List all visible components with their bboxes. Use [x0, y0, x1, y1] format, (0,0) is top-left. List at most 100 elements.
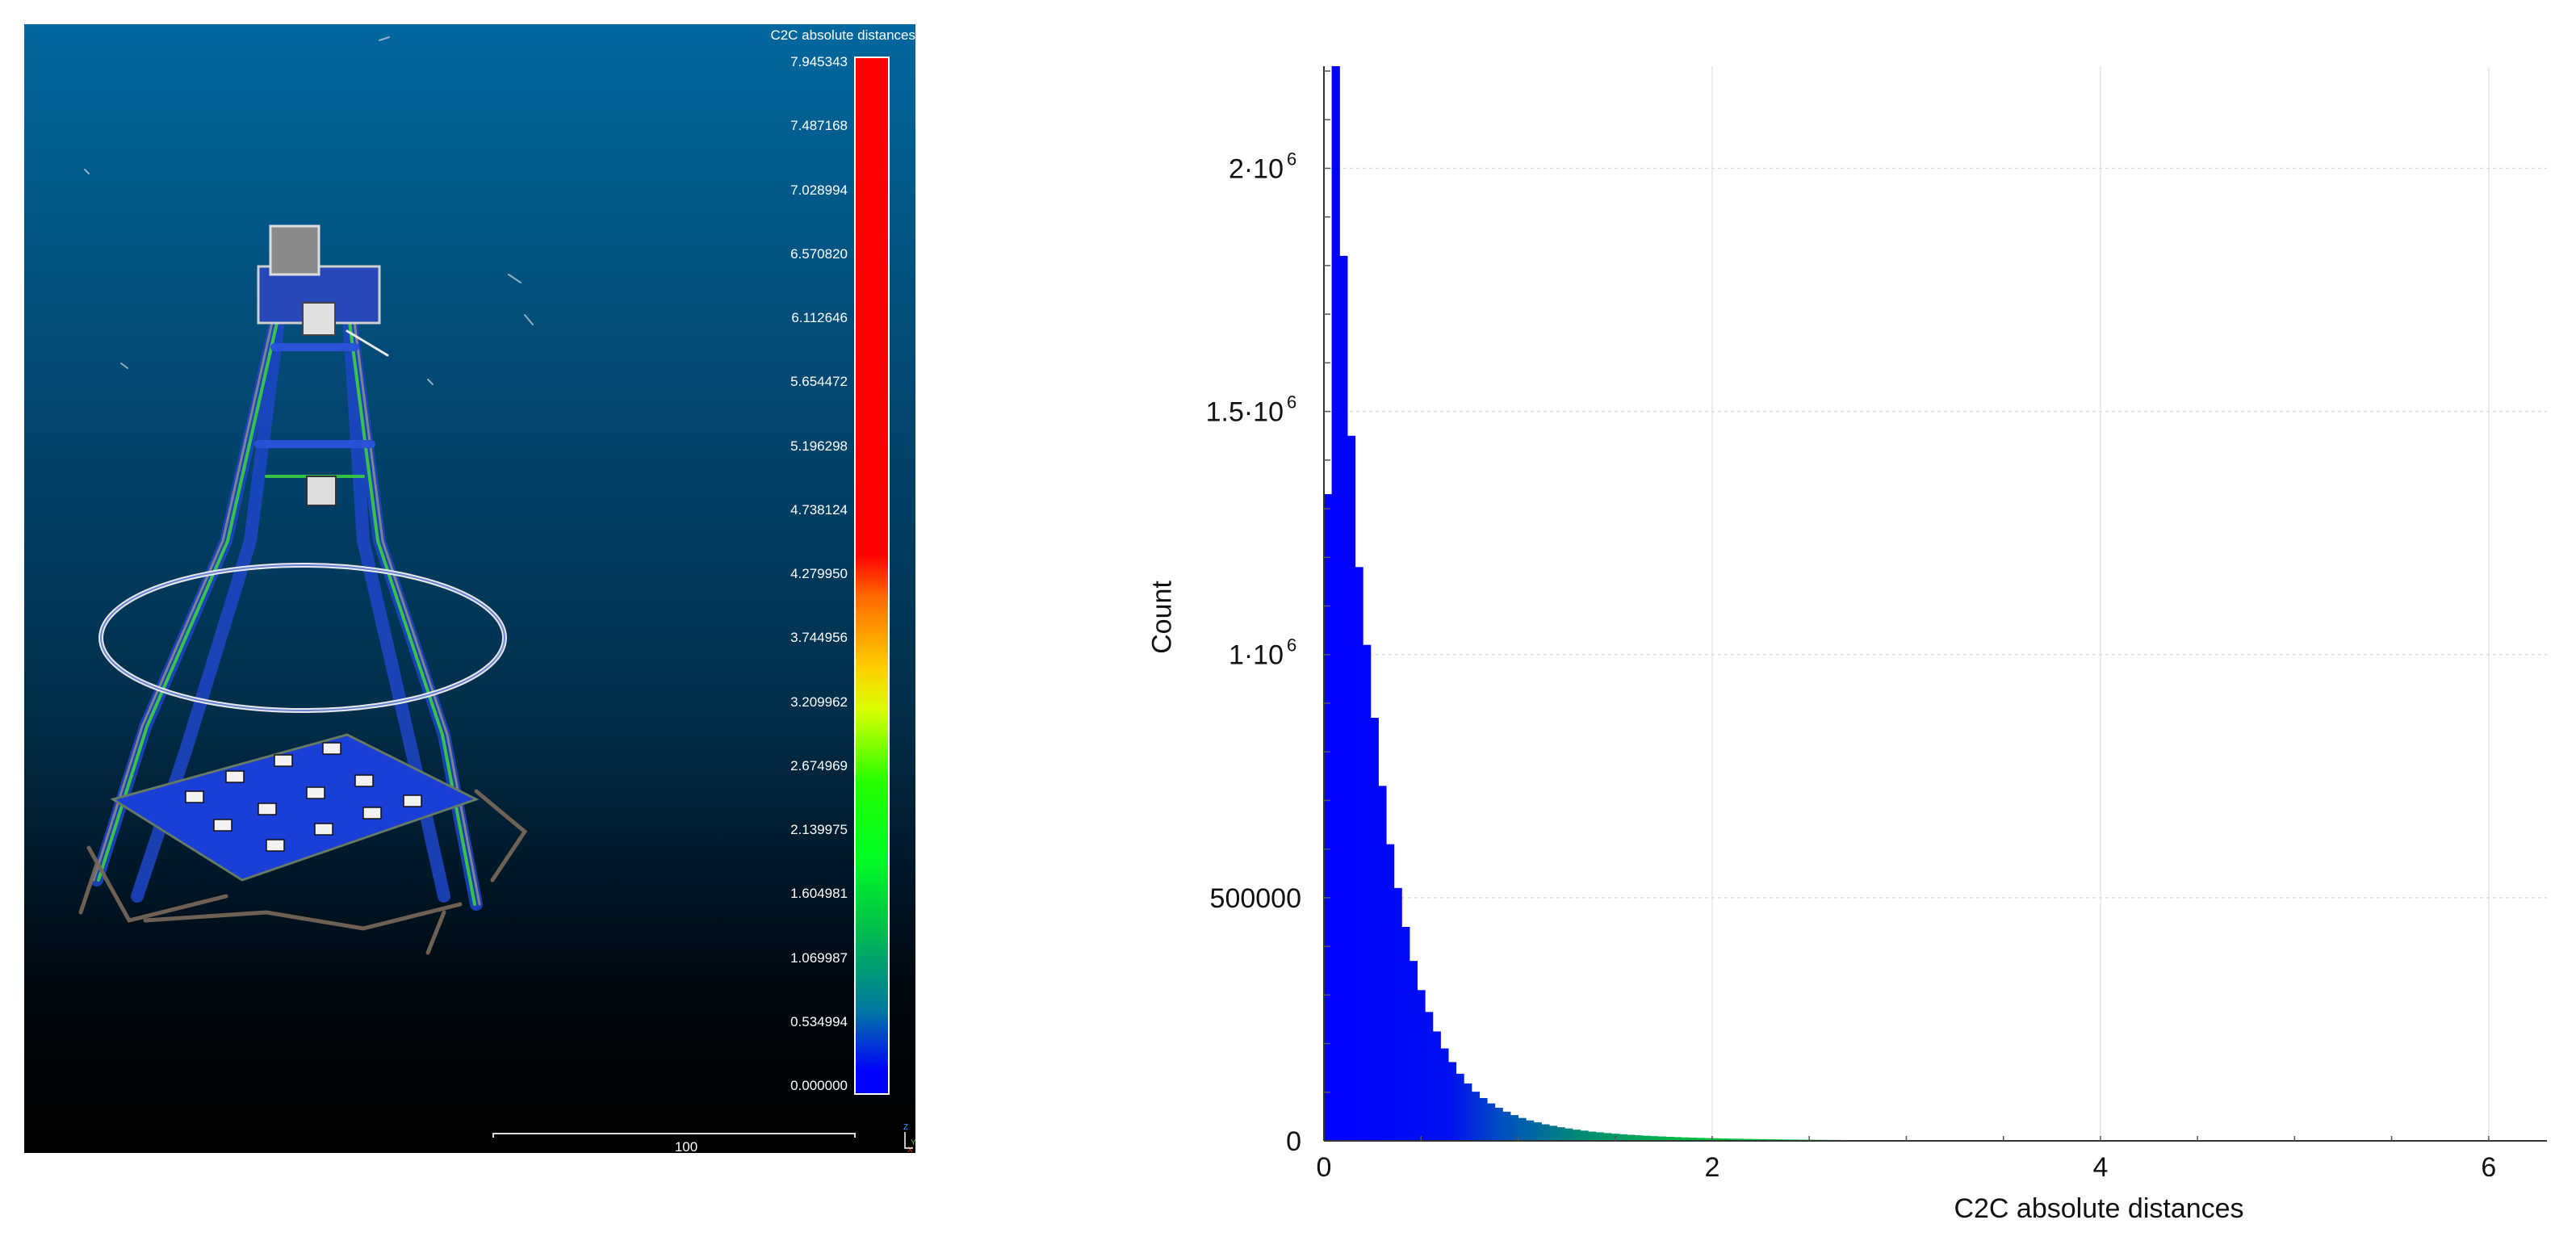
histogram-bar: [1735, 1138, 1745, 1141]
y-axis-label: Count: [1146, 581, 1178, 654]
y-tick-exponent: 6: [1287, 392, 1296, 413]
color-scale-tick-label: 5.196298: [790, 438, 848, 454]
histogram-bar: [1339, 255, 1348, 1142]
histogram-bar: [1619, 1134, 1627, 1141]
histogram-bar: [1447, 1062, 1457, 1141]
y-tick-label: 0: [1286, 1126, 1301, 1157]
histogram-bar: [1588, 1131, 1597, 1141]
histogram-bar: [1595, 1132, 1604, 1141]
histogram-bar: [1541, 1124, 1550, 1141]
histogram-bar: [1711, 1138, 1721, 1141]
grid-lines: [1324, 66, 2547, 1141]
histogram-bar: [1440, 1048, 1449, 1141]
histogram-bars: [1324, 66, 2576, 1142]
histogram-bar: [1556, 1127, 1565, 1141]
histogram-bar: [1510, 1115, 1519, 1141]
axis-z-label: Z: [903, 1123, 908, 1132]
color-scale-tick-label: 7.028994: [790, 182, 848, 198]
3d-viewer[interactable]: C2C absolute distances 7.945343 7.487168 7…: [24, 24, 915, 1153]
histogram-bar: [1627, 1134, 1636, 1141]
histogram-bar: [1370, 718, 1379, 1141]
histogram-bar: [1464, 1083, 1472, 1141]
histogram-bar: [1347, 435, 1356, 1141]
color-scale-tick-label: 6.570820: [790, 245, 848, 262]
histogram-bar: [1681, 1137, 1690, 1141]
axes: [1323, 66, 2547, 1142]
point-cloud-view[interactable]: [24, 24, 915, 1153]
histogram-bar: [1758, 1138, 1767, 1141]
histogram-bar: [1603, 1133, 1612, 1141]
histogram-bar: [1494, 1108, 1503, 1141]
color-scale-tick-label: 5.654472: [790, 374, 848, 390]
point-cloud-structure: [78, 36, 534, 955]
color-scale-tick-label: 7.487168: [790, 118, 848, 134]
histogram-bar: [1657, 1136, 1666, 1141]
histogram-bar: [1533, 1122, 1542, 1141]
y-tick-label: 1.5·10: [1206, 397, 1284, 428]
histogram-bar: [1743, 1138, 1752, 1141]
histogram-bar: [1425, 1012, 1434, 1141]
color-scale-tick-label: 4.279950: [790, 566, 848, 581]
histogram-bar: [1518, 1117, 1527, 1141]
color-scale-tick-label: 0.534994: [790, 1013, 848, 1029]
histogram-bar: [1728, 1138, 1736, 1141]
histogram-bar: [1401, 927, 1410, 1141]
x-tick-label: 4: [2092, 1152, 2108, 1183]
y-tick-label: 2·10: [1229, 153, 1284, 184]
histogram-bar: [1673, 1137, 1682, 1141]
histogram-bar: [1456, 1073, 1464, 1141]
histogram-bar: [1580, 1130, 1589, 1141]
color-scale-bar: [854, 57, 890, 1095]
axis-y-label: Y: [911, 1138, 915, 1147]
y-tick-exponent: 6: [1287, 635, 1296, 656]
histogram-bar: [1704, 1138, 1713, 1141]
histogram-bar: [1502, 1111, 1511, 1141]
color-scale-tick-label: 3.209962: [790, 694, 848, 710]
histogram-bar: [1696, 1138, 1705, 1141]
histogram-bar: [1378, 786, 1387, 1141]
histogram-bar: [1650, 1136, 1659, 1141]
y-tick-exponent: 6: [1287, 149, 1296, 169]
scale-bar-label: 100: [674, 1139, 698, 1153]
color-scale-tick-label: 6.112646: [791, 310, 848, 325]
color-scale-tick-label: 7.945343: [790, 54, 848, 69]
histogram-bar: [1385, 844, 1395, 1141]
x-tick-label: 2: [1704, 1152, 1719, 1183]
axis-x-label: X: [907, 1146, 913, 1153]
histogram-bar: [1479, 1098, 1488, 1141]
histogram-bar: [1548, 1126, 1558, 1141]
x-axis-label: C2C absolute distances: [1954, 1193, 2244, 1224]
histogram-bar: [1471, 1092, 1480, 1141]
y-tick-label: 500000: [1210, 883, 1301, 914]
axis-trihedron-icon: Z Y X: [903, 1123, 915, 1153]
color-scale-tick-label: 2.139975: [790, 822, 848, 837]
color-scale-tick-label: 1.604981: [790, 886, 848, 902]
color-scale-tick-label: 1.069987: [790, 949, 848, 966]
histogram-bar: [1487, 1103, 1496, 1141]
color-scale-ticks: 7.945343 7.487168 7.028994 6.570820 6.112646…: [24, 24, 915, 1153]
color-scale-tick-label: 3.744956: [790, 630, 848, 646]
histogram-bar: [1355, 567, 1363, 1141]
color-scale-tick-label: 0.000000: [790, 1078, 848, 1093]
x-tick-label: 6: [2481, 1152, 2496, 1183]
histogram-bar: [1417, 990, 1426, 1141]
histogram-bar: [1393, 887, 1402, 1141]
histogram-bar: [1665, 1137, 1674, 1141]
histogram-bar: [1572, 1130, 1581, 1141]
scale-bar: [492, 1133, 856, 1138]
histogram-bar: [1526, 1120, 1535, 1141]
histogram-bar: [1634, 1135, 1643, 1141]
color-scale-tick-label: 2.674969: [790, 757, 848, 773]
histogram-bar: [1432, 1031, 1441, 1141]
histogram-bar: [1564, 1128, 1573, 1141]
x-tick-label: 0: [1317, 1152, 1332, 1183]
color-scale-tick-label: 4.738124: [790, 501, 848, 518]
histogram-bar: [1642, 1135, 1651, 1141]
histogram-bar: [1331, 66, 1340, 1141]
histogram-bar: [1324, 493, 1333, 1141]
histogram-bar: [1689, 1138, 1698, 1141]
histogram-bar: [1719, 1138, 1728, 1141]
histogram-bar: [1751, 1138, 1760, 1141]
scalar-field-title: C2C absolute distances: [770, 27, 915, 43]
